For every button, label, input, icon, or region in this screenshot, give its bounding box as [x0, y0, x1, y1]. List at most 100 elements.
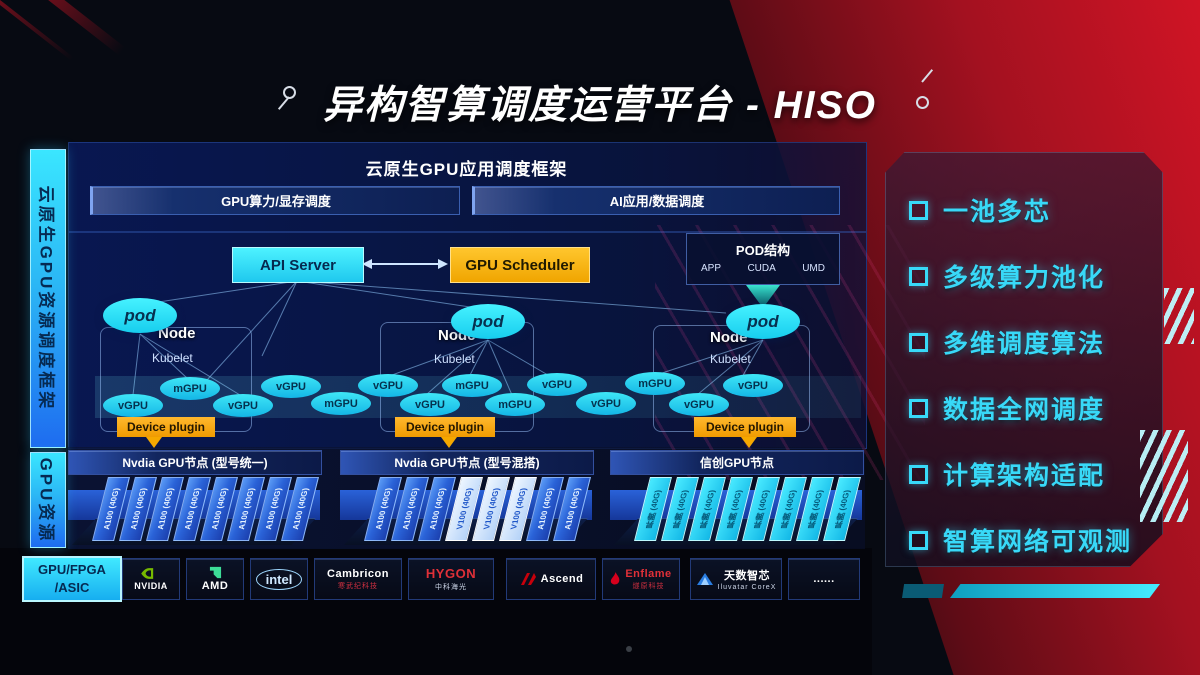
feature-item: 智算网络可观测: [909, 522, 1132, 558]
pod-structure-box: POD结构 APP CUDA UMD: [686, 233, 840, 285]
sidebar-label-framework-text: 云原生GPU资源调度框架: [36, 185, 56, 412]
feature-panel: 一池多芯多级算力池化 多维调度算法 数据全网调度 计算架构适配智算网络可观测: [885, 152, 1163, 567]
vendor-subtitle: 燧原科技: [632, 582, 665, 590]
app-frame-title: 云原生GPU应用调度框架: [365, 160, 568, 179]
gpu-card-label: 昇腾 (40G): [643, 489, 663, 529]
pod-item-umd: UMD: [802, 263, 825, 274]
device-plugin-box: Device plugin: [395, 417, 495, 437]
gpu-card-label: 昇腾 (40G): [670, 489, 690, 529]
gpu-slice-ellipse: mGPU: [442, 374, 502, 397]
gpu-slice-ellipse: mGPU: [485, 393, 545, 416]
intel-logo: intel: [255, 568, 303, 590]
amd-arrow-icon: [209, 566, 221, 579]
pod-structure-title: POD结构: [735, 243, 791, 258]
gpu-card-label: A100 (40G): [209, 488, 229, 530]
vendor-hygon: HYGON 中科海光: [408, 558, 494, 600]
gpu-slice-ellipse: vGPU: [213, 394, 273, 417]
device-plugin-box: Device plugin: [694, 417, 796, 437]
api-server-box: API Server: [232, 247, 364, 283]
vendor-enflame: Enflame 燧原科技: [602, 558, 680, 600]
feature-item: 多级算力池化: [909, 258, 1105, 294]
gpu-card-label: 昇腾 (40G): [751, 489, 771, 529]
pod-ellipse: pod: [726, 304, 800, 339]
gpu-card-label: 昇腾 (40G): [778, 489, 798, 529]
pod-item-cuda: CUDA: [747, 263, 776, 274]
gpu-node-header: 信创GPU节点: [610, 450, 864, 475]
gpu-slice-ellipse: mGPU: [625, 372, 685, 395]
feature-label: 计算架构适配: [943, 462, 1106, 490]
hardware-chip-line2: /ASIC: [54, 580, 90, 595]
gpu-slice-ellipse: vGPU: [527, 373, 587, 396]
gpu-card-label: A100 (40G): [182, 488, 202, 530]
feature-label: 多维调度算法: [943, 330, 1106, 358]
vendor-nvidia: NVIDIA: [122, 558, 180, 600]
feature-label: 一池多芯: [943, 198, 1052, 226]
sidebar-label-gpu-resource: GPU资源: [30, 452, 66, 548]
corner-streak: [0, 0, 126, 56]
gpu-card-label: V100 (40G): [481, 488, 501, 530]
gpu-node-header: Nvdia GPU节点 (型号混搭): [340, 450, 594, 475]
title-pin-icon: [283, 86, 296, 99]
feature-item: 计算架构适配: [909, 456, 1105, 492]
feature-item: 多维调度算法: [909, 324, 1105, 360]
vendor-name: Ascend: [540, 573, 584, 585]
pod-ellipse: pod: [103, 298, 177, 333]
hazard-stripes: [1140, 430, 1188, 522]
gpu-card-label: A100 (40G): [535, 488, 555, 530]
sidebar-label-gpu-resource-text: GPU资源: [36, 457, 56, 543]
gpu-slice-ellipse: vGPU: [103, 394, 163, 417]
feature-label: 数据全网调度: [943, 396, 1106, 424]
square-bullet-icon: [909, 464, 928, 484]
feature-label: 多级算力池化: [943, 264, 1106, 292]
kubelet-label: Kubelet: [152, 351, 193, 365]
hardware-chip-label: GPU/FPGA /ASIC: [22, 556, 122, 602]
square-bullet-icon: [909, 530, 928, 550]
vendor-iluvatar: 天数智芯 Iluvatar CoreX: [690, 558, 782, 600]
gpu-node-header: Nvdia GPU节点 (型号统一): [68, 450, 322, 475]
hardware-chip-line1: GPU/FPGA: [38, 562, 106, 578]
gpu-card-label: 昇腾 (40G): [724, 489, 744, 529]
iluvatar-triangle-icon: [696, 573, 713, 585]
gpu-card-label: A100 (40G): [290, 488, 310, 530]
square-bullet-icon: [909, 398, 928, 418]
gpu-card-label: A100 (40G): [236, 488, 256, 530]
bar-gpu-compute-scheduling: GPU算力/显存调度: [90, 186, 460, 215]
gpu-card-label: A100 (40G): [263, 488, 283, 530]
vendor-subtitle: Iluvatar CoreX: [717, 584, 777, 591]
gpu-card-label: A100 (40G): [101, 488, 121, 530]
gpu-card-label: A100 (40G): [400, 488, 420, 530]
hazard-stripes: [1164, 288, 1194, 344]
feature-item: 一池多芯: [909, 192, 1051, 228]
bar-ai-data-scheduling: AI应用/数据调度: [472, 186, 840, 215]
vendor-subtitle: 中科海光: [434, 584, 467, 591]
gpu-card-label: A100 (40G): [373, 488, 393, 530]
vendor-name: ......: [813, 573, 835, 585]
page-title: 异构智算调度运营平台 - HISO: [322, 84, 877, 127]
gpu-slice-ellipse: vGPU: [576, 392, 636, 415]
vendor-subtitle: 寒武纪科技: [338, 582, 378, 590]
vendor-cambricon: Cambricon 寒武纪科技: [314, 558, 402, 600]
panel-footer-bar: [902, 584, 944, 598]
vendor-ascend: Ascend: [506, 558, 596, 600]
square-bullet-icon: [909, 332, 928, 352]
gpu-card-label: 昇腾 (40G): [832, 489, 852, 529]
gpu-card-label: 昇腾 (40G): [697, 489, 717, 529]
gpu-slice-ellipse: vGPU: [723, 374, 783, 397]
vendor-name: Enflame: [625, 567, 672, 580]
pod-item-app: APP: [701, 263, 722, 274]
gpu-slice-ellipse: mGPU: [160, 377, 220, 400]
gpu-scheduler-box: GPU Scheduler: [450, 247, 590, 283]
nvidia-eye-icon: [141, 568, 154, 579]
vendor-intel: intel: [250, 558, 308, 600]
panel-footer-bar: [950, 584, 1160, 598]
feature-item: 数据全网调度: [909, 390, 1105, 426]
pod-ellipse: pod: [451, 304, 525, 339]
kubelet-label: Kubelet: [434, 352, 475, 366]
vendor-name: AMD: [201, 580, 229, 592]
gpu-card-label: A100 (40G): [562, 488, 582, 530]
gpu-slice-ellipse: vGPU: [400, 393, 460, 416]
vendor-name: HYGON: [425, 566, 477, 581]
gpu-card-label: V100 (40G): [508, 488, 528, 530]
enflame-flame-icon: [611, 571, 620, 584]
gpu-slice-ellipse: vGPU: [261, 375, 321, 398]
